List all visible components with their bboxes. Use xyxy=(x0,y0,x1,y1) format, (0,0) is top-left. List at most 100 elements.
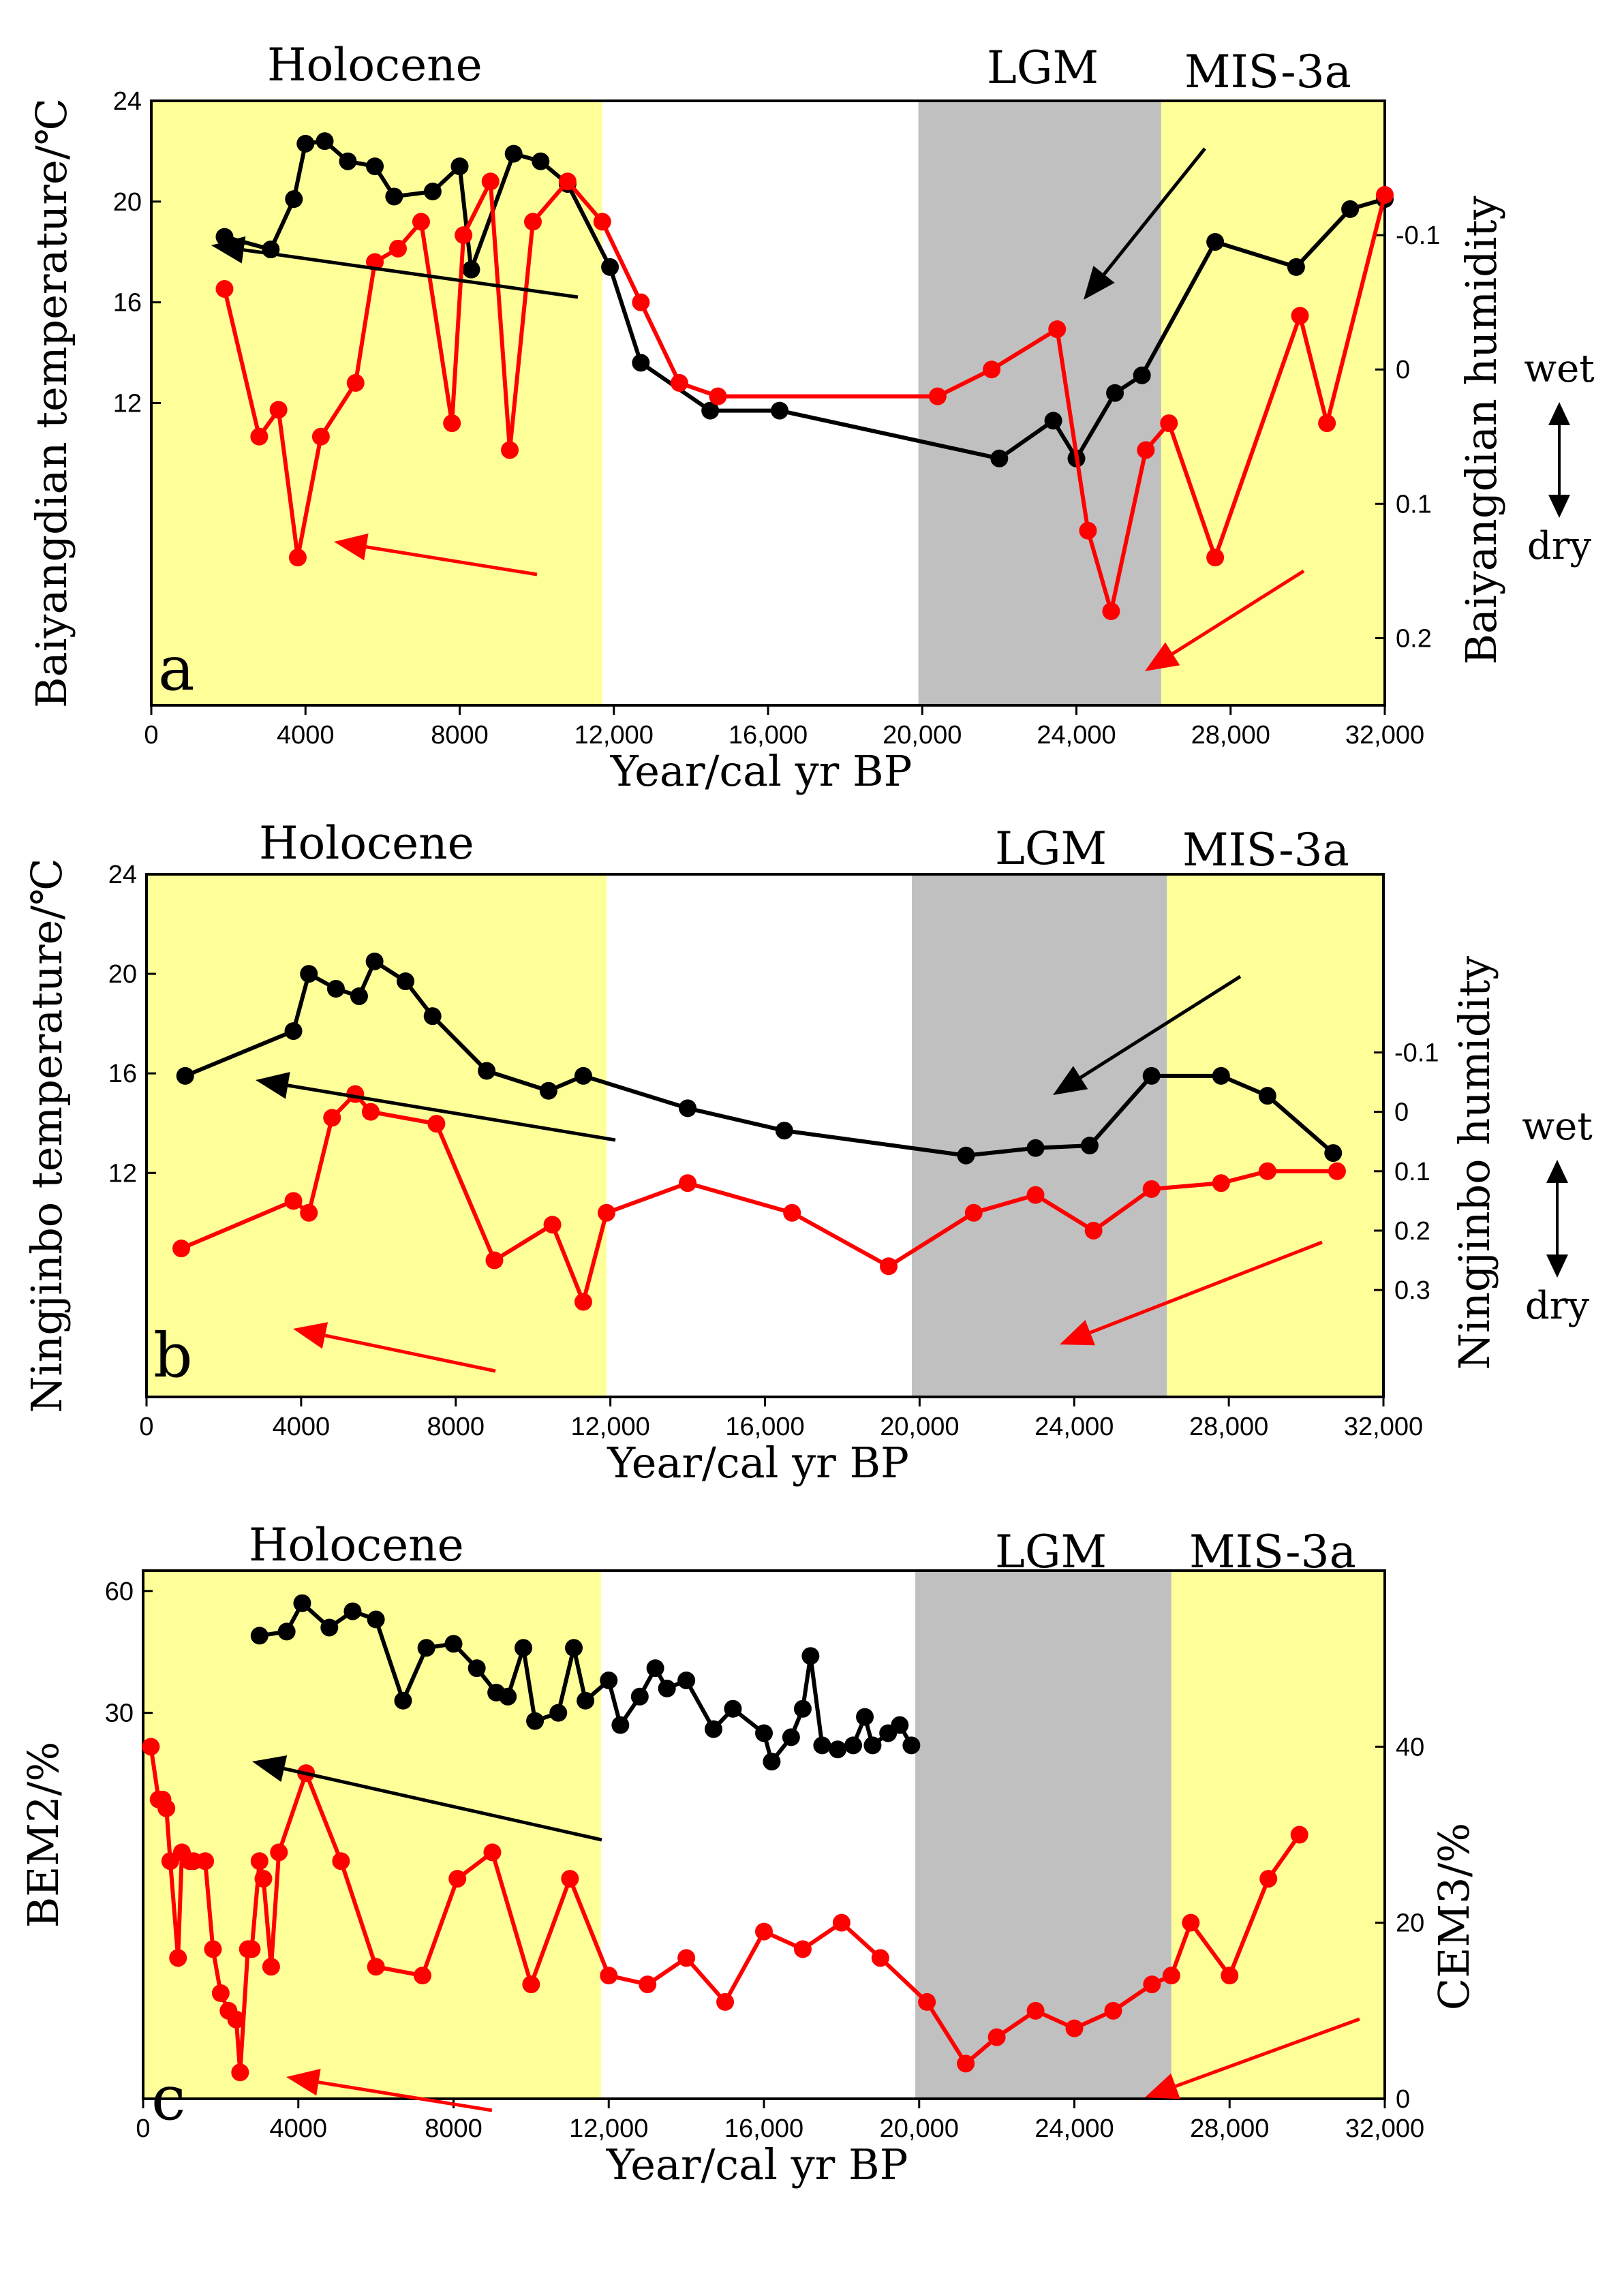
data-point xyxy=(385,187,403,206)
y2-axis-label: Baiyangdian humidity xyxy=(1456,196,1506,664)
data-point xyxy=(983,360,1001,379)
panel-c: 0 4000 8000 12,000 16,000 20,000 24,000 28,000 3… xyxy=(18,1519,1479,2189)
y2-tick-label: 0.1 xyxy=(1394,1158,1430,1186)
data-point xyxy=(284,1192,303,1210)
x-tick-label: 12,000 xyxy=(571,1413,650,1441)
data-point xyxy=(646,1659,664,1678)
data-point xyxy=(863,1736,882,1755)
x-tick-label: 32,000 xyxy=(1345,2114,1424,2143)
x-tick-label: 16,000 xyxy=(724,2114,803,2143)
data-point xyxy=(215,279,234,298)
data-point xyxy=(832,1913,851,1932)
trend-arrow-head-icon xyxy=(1145,642,1180,671)
trend-arrow-head-icon xyxy=(1145,2073,1180,2099)
data-point xyxy=(250,1627,269,1645)
y2-tick-label: 20 xyxy=(1396,1909,1424,1938)
data-point xyxy=(704,1720,722,1738)
x-tick-label: 16,000 xyxy=(729,721,808,750)
panel-a: 0 4000 8000 12,000 16,000 20,000 24,000 28,000 3… xyxy=(27,39,1595,796)
data-point xyxy=(443,414,461,433)
period-label: LGM xyxy=(995,1526,1107,1578)
data-point xyxy=(891,1716,909,1734)
data-point xyxy=(632,293,650,311)
x-axis-label: Year/cal yr BP xyxy=(610,746,913,796)
x-tick-label: 0 xyxy=(144,721,158,750)
data-point xyxy=(964,1203,983,1222)
data-point xyxy=(561,1870,579,1888)
data-point xyxy=(1212,1174,1230,1192)
data-point xyxy=(1104,2001,1122,2020)
trend-arrow-head-icon xyxy=(252,1755,288,1783)
data-point xyxy=(413,1967,431,1985)
x-tick-label: 28,000 xyxy=(1189,1413,1268,1441)
data-point xyxy=(485,1251,504,1269)
data-point xyxy=(1290,1826,1308,1844)
period-label: LGM xyxy=(995,822,1107,875)
data-point xyxy=(514,1639,532,1657)
y-tick-label: 12 xyxy=(113,390,142,418)
band-lgm xyxy=(918,101,1161,705)
data-point xyxy=(367,1610,385,1629)
y2-tick-label: 0.1 xyxy=(1396,490,1432,519)
x-tick-label: 8000 xyxy=(427,1413,485,1441)
data-point xyxy=(343,1602,362,1620)
data-point xyxy=(574,1293,592,1311)
wet-label: wet xyxy=(1524,347,1595,391)
y2-tick-label: -0.1 xyxy=(1394,1038,1439,1067)
data-point xyxy=(196,1852,215,1871)
data-point xyxy=(277,1622,296,1641)
data-point xyxy=(793,1940,812,1958)
data-point xyxy=(600,1671,618,1689)
y-tick-label: 16 xyxy=(113,289,142,318)
data-point xyxy=(1182,1913,1200,1932)
data-point xyxy=(176,1066,194,1085)
x-tick-label: 12,000 xyxy=(574,721,654,750)
data-point xyxy=(987,2028,1006,2046)
y-tick-label: 24 xyxy=(108,861,137,889)
data-point xyxy=(716,1992,735,2011)
band-mis-3a xyxy=(1161,101,1385,705)
data-point xyxy=(285,190,303,209)
data-point xyxy=(1206,549,1225,567)
data-point xyxy=(1221,1967,1239,1985)
panel-b: 0 4000 8000 12,000 16,000 20,000 24,000 28,000 3… xyxy=(22,817,1593,1488)
data-point xyxy=(1259,1870,1278,1888)
data-point xyxy=(670,373,688,392)
x-tick-label: 32,000 xyxy=(1344,1413,1423,1441)
data-point xyxy=(455,226,473,245)
data-point xyxy=(250,1852,269,1871)
data-point xyxy=(284,1022,303,1041)
y-tick-label: 24 xyxy=(113,87,142,116)
data-point xyxy=(231,2063,249,2082)
x-axis-label: Year/cal yr BP xyxy=(606,2140,908,2189)
data-point xyxy=(243,1940,261,1958)
y2-tick-label: -0.1 xyxy=(1396,221,1440,250)
data-point xyxy=(250,427,269,446)
data-point xyxy=(296,134,315,153)
period-label: LGM xyxy=(987,42,1099,94)
x-tick-label: 0 xyxy=(139,1413,153,1441)
data-point xyxy=(142,1738,160,1756)
period-label: Holocene xyxy=(259,817,474,869)
y-tick-label: 20 xyxy=(113,188,142,217)
y-tick-label: 12 xyxy=(108,1159,137,1188)
data-point xyxy=(468,1659,486,1678)
data-point xyxy=(1084,1221,1103,1240)
band-holocene xyxy=(143,1571,601,2099)
data-point xyxy=(361,1103,380,1121)
data-point xyxy=(1026,2001,1045,2020)
data-point xyxy=(1142,1180,1161,1198)
data-point xyxy=(724,1699,742,1718)
data-point xyxy=(597,1203,615,1222)
panel-letter: c xyxy=(151,2063,185,2134)
dry-label: dry xyxy=(1525,1284,1590,1328)
trend-arrow-shaft xyxy=(1089,1240,1323,1334)
data-point xyxy=(1102,602,1120,621)
data-point xyxy=(775,1122,793,1140)
data-point xyxy=(565,1639,583,1657)
data-point xyxy=(417,1639,435,1657)
data-point xyxy=(813,1736,831,1755)
data-point xyxy=(871,1949,889,1967)
panel-letter: a xyxy=(158,633,195,705)
